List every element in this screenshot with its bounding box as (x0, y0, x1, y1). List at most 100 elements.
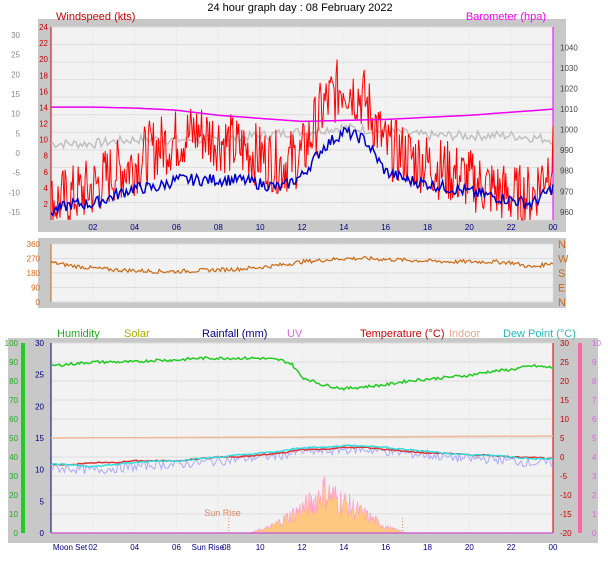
humidity-tick-label: 100 (5, 339, 19, 348)
temperature-tick-label: 30 (560, 339, 569, 348)
uv-tick-label: 10 (592, 339, 601, 348)
temperature-tick-label: 20 (560, 377, 569, 386)
wind-x-tick-label: 22 (507, 223, 516, 232)
outer-tick-label: 15 (11, 90, 20, 99)
wind-tick-label: 20 (39, 55, 48, 64)
direction-tick-label: 270 (27, 255, 41, 264)
barometer-line (51, 106, 554, 123)
wind-x-tick-label: 02 (88, 223, 97, 232)
baro-tick-label: 1030 (560, 64, 578, 73)
rain-tick-label: 15 (35, 434, 44, 443)
multi-x-tick-label: 18 (423, 543, 432, 552)
temperature-tick-label: 10 (560, 415, 569, 424)
multi-x-tick-label: Sun Rise (192, 543, 225, 552)
multi-x-tick-label: 08 (222, 543, 231, 552)
compass-label: W (558, 254, 569, 266)
outer-tick-label: -5 (13, 169, 21, 178)
multi-x-tick-label: Moon Set (53, 543, 88, 552)
baro-tick-label: 970 (560, 187, 574, 196)
wind-tick-label: 2 (44, 200, 49, 209)
uv-axis-bar (578, 343, 582, 533)
wind-x-tick-label: 14 (339, 223, 348, 232)
direction-tick-label: 360 (27, 240, 41, 249)
legend-uv: UV (287, 328, 303, 340)
direction-tick-label: 180 (27, 269, 41, 278)
average-speed-line (50, 125, 554, 217)
humidity-tick-label: 10 (9, 510, 18, 519)
baro-axis-label: Barometer (hpa) (466, 11, 546, 23)
wind-tick-label: 8 (44, 152, 49, 161)
compass-label: N (558, 239, 566, 251)
uv-tick-label: 4 (592, 453, 597, 462)
direction-tick-label: 0 (36, 298, 41, 307)
humidity-tick-label: 0 (14, 529, 19, 538)
legend-dewpoint: Dew Point (°C) (503, 328, 576, 340)
outer-tick-label: 10 (11, 110, 20, 119)
wind-x-tick-label: 04 (130, 223, 139, 232)
compass-label: E (558, 283, 565, 295)
feels-like-line (50, 443, 554, 475)
multi-x-tick-label: 16 (381, 543, 390, 552)
sun-rise-annotation: Sun Rise (204, 508, 241, 518)
wind-tick-label: 6 (44, 168, 49, 177)
outer-tick-label: 0 (16, 149, 21, 158)
temperature-tick-label: 5 (560, 434, 565, 443)
wind-tick-label: 18 (39, 71, 48, 80)
wind-tick-label: 10 (39, 136, 48, 145)
humidity-line (50, 355, 554, 392)
baro-tick-label: 980 (560, 167, 574, 176)
temperature-tick-label: -20 (560, 529, 572, 538)
multi-x-tick-label: 14 (339, 543, 348, 552)
legend: Humidity Solar Rainfall (mm) UV Temperat… (57, 328, 576, 340)
humidity-tick-label: 90 (9, 358, 18, 367)
wind-x-tick-label: 10 (256, 223, 265, 232)
multi-x-tick-label: 04 (130, 543, 139, 552)
baro-tick-label: 1000 (560, 126, 578, 135)
uv-tick-label: 6 (592, 415, 597, 424)
wind-tick-label: 14 (39, 103, 48, 112)
baro-tick-label: 960 (560, 208, 574, 217)
humidity-tick-label: 30 (9, 472, 18, 481)
uv-tick-label: 7 (592, 396, 597, 405)
chart-title: 24 hour graph day : 08 February 2022 (207, 2, 392, 14)
baro-tick-label: 990 (560, 146, 574, 155)
outer-tick-label: 25 (11, 51, 20, 60)
multi-x-tick-label: 10 (256, 543, 265, 552)
wind-x-tick-label: 16 (381, 223, 390, 232)
humidity-axis-bar (21, 343, 25, 533)
indoor-temp-line (51, 435, 553, 439)
wind-direction-line (50, 255, 554, 275)
dew-point-line (50, 444, 554, 468)
rain-tick-label: 0 (40, 529, 45, 538)
chart-marks: 24681012141618202224-15-10-5051015202530… (5, 23, 602, 552)
uv-tick-label: 3 (592, 472, 597, 481)
legend-indoor: Indoor (449, 328, 481, 340)
multi-x-tick-label: 00 (549, 543, 558, 552)
outer-tick-label: 20 (11, 70, 20, 79)
multi-x-tick-label: 20 (465, 543, 474, 552)
multi-x-tick-label: 02 (88, 543, 97, 552)
baro-tick-label: 1020 (560, 85, 578, 94)
humidity-tick-label: 50 (9, 434, 18, 443)
compass-label: N (558, 297, 566, 309)
temperature-tick-label: 15 (560, 396, 569, 405)
compass-label: S (558, 268, 565, 280)
wind-x-tick-label: 20 (465, 223, 474, 232)
wind-x-tick-label: 12 (298, 223, 307, 232)
direction-tick-label: 90 (31, 284, 40, 293)
wind-axis-label: Windspeed (kts) (56, 11, 135, 23)
wind-tick-label: 12 (39, 120, 48, 129)
uv-tick-label: 1 (592, 510, 597, 519)
outer-tick-label: -15 (8, 208, 20, 217)
legend-solar: Solar (124, 328, 150, 340)
multi-x-tick-label: 22 (507, 543, 516, 552)
rain-tick-label: 10 (35, 466, 44, 475)
baro-tick-label: 1010 (560, 105, 578, 114)
uv-tick-label: 9 (592, 358, 597, 367)
multi-x-tick-label: 06 (172, 543, 181, 552)
humidity-tick-label: 40 (9, 453, 18, 462)
temperature-tick-label: -15 (560, 510, 572, 519)
temperature-tick-label: 25 (560, 358, 569, 367)
